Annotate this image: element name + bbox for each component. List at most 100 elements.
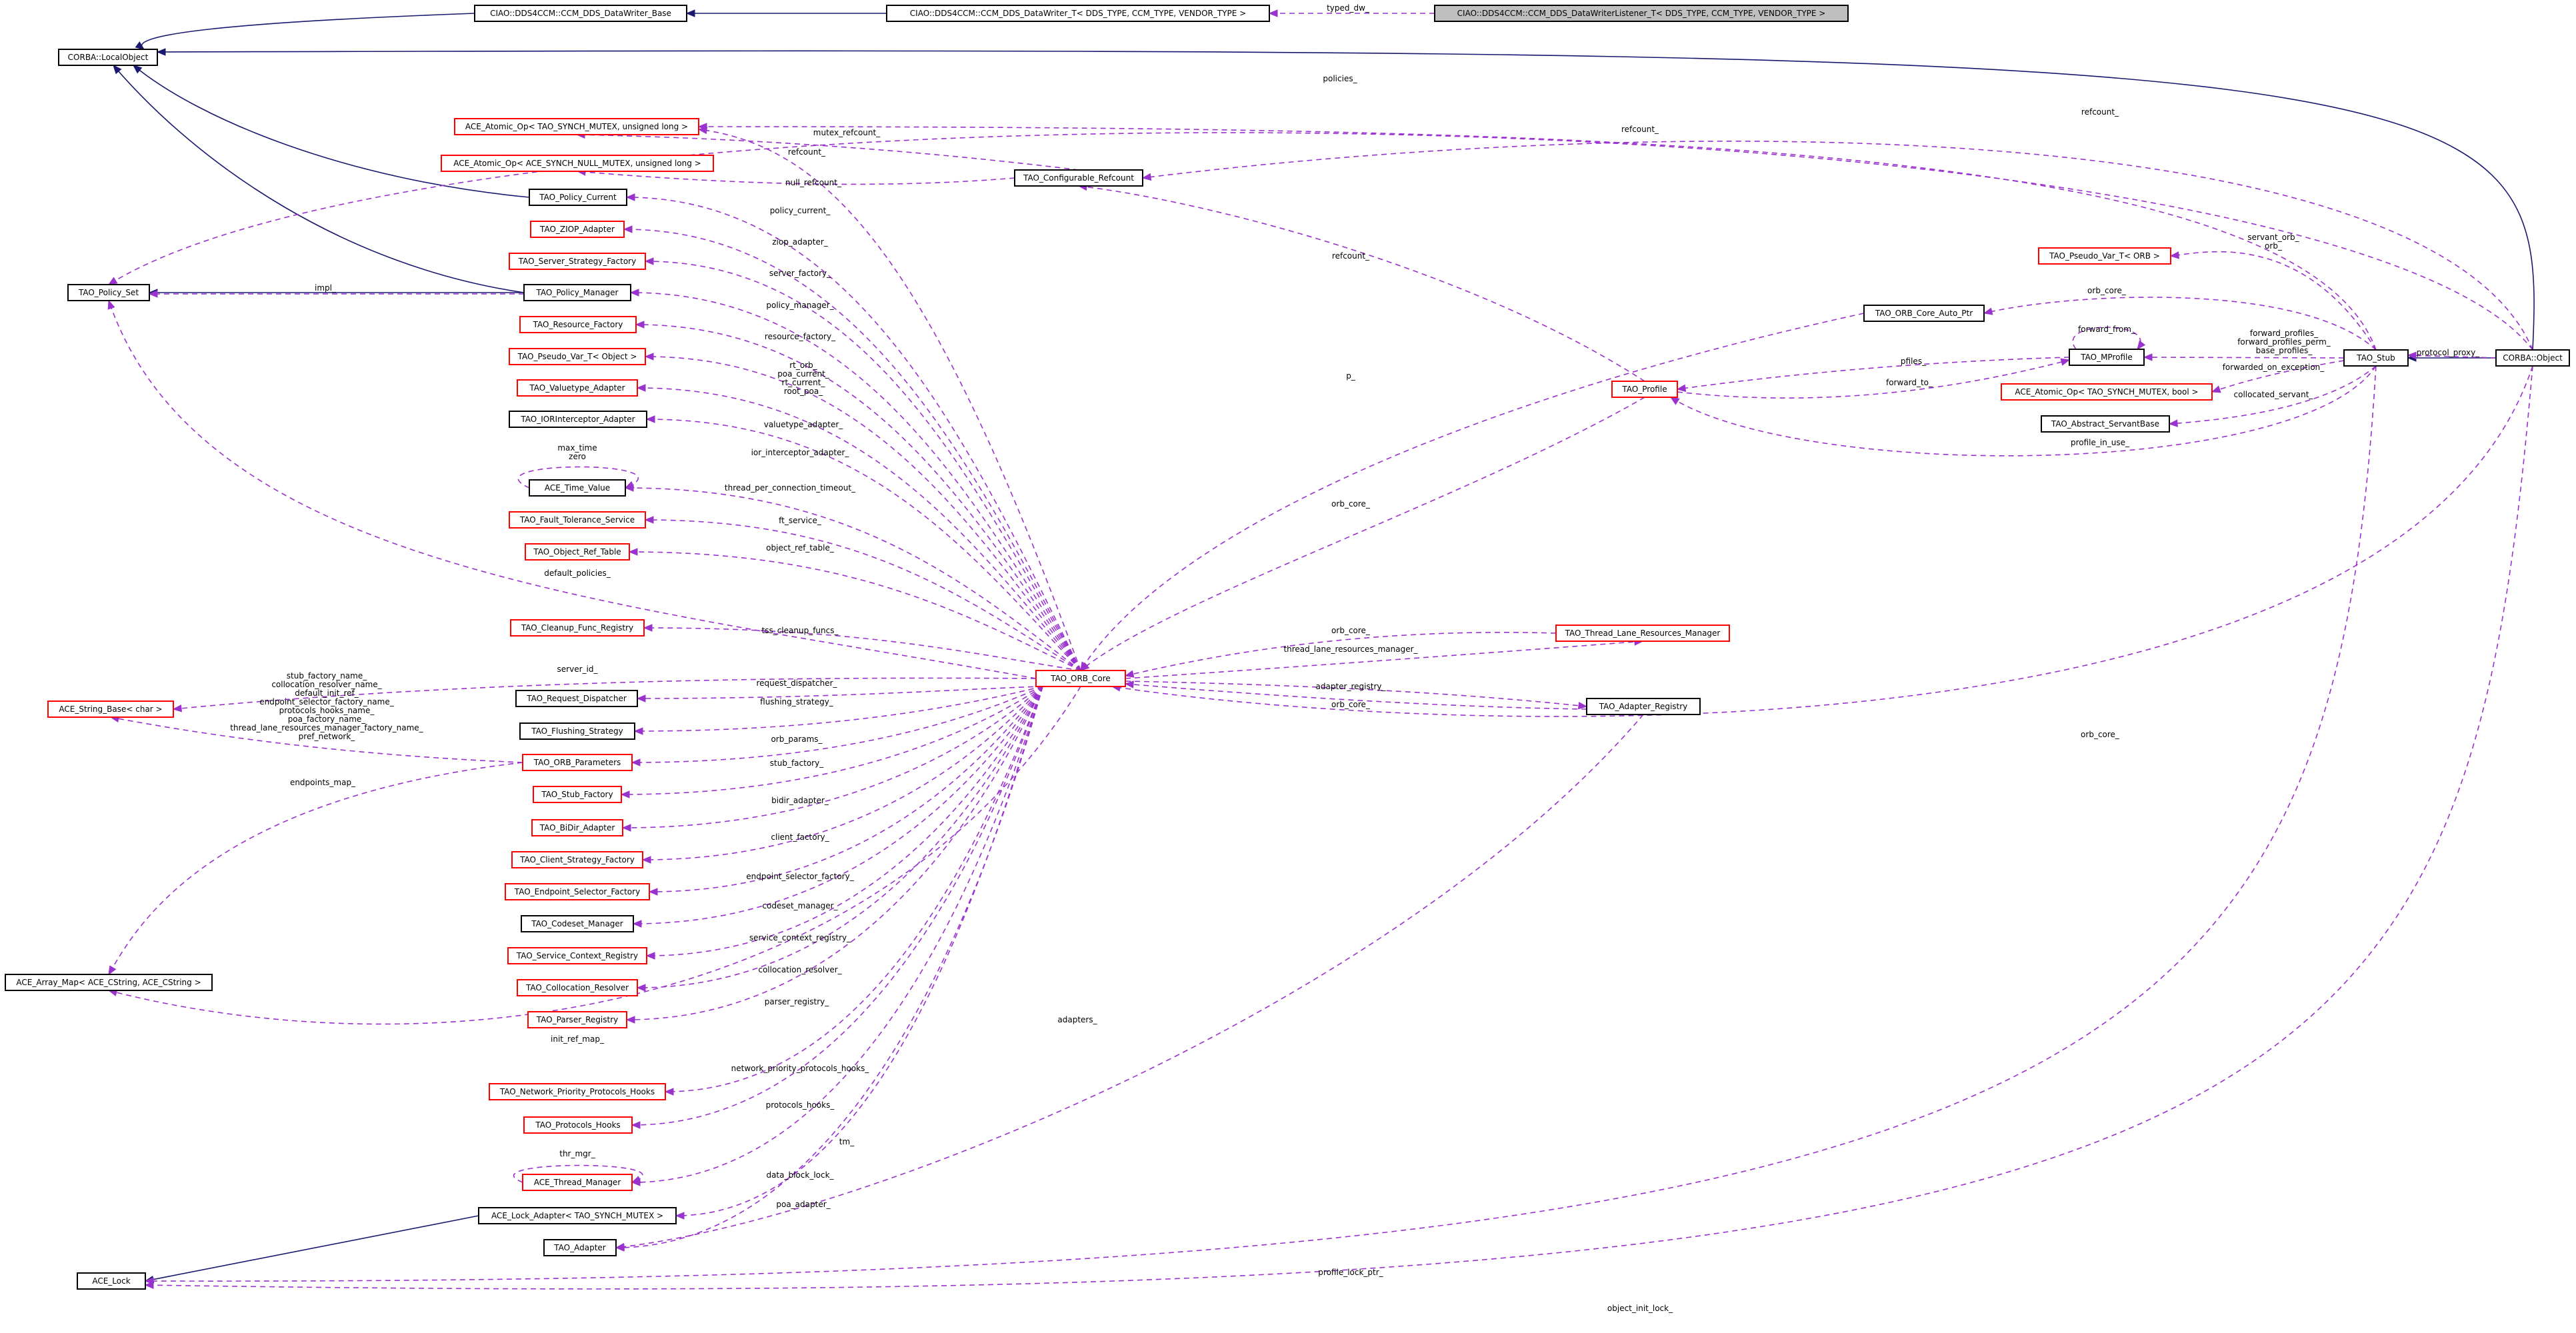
class-node-thread-lane-resources-manager[interactable]: TAO_Thread_Lane_Resources_Manager: [1555, 625, 1730, 642]
class-node-mprofile[interactable]: TAO_MProfile: [2069, 349, 2145, 366]
edge-label-policy-manager: policy_manager_: [766, 301, 834, 310]
class-node-fault-tolerance-service[interactable]: TAO_Fault_Tolerance_Service: [509, 511, 646, 529]
class-name: ACE_Array_Map< ACE_CString, ACE_CString …: [16, 978, 201, 987]
class-node-object-ref-table[interactable]: TAO_Object_Ref_Table: [525, 543, 630, 561]
edge-label-policy-current: policy_current_: [770, 206, 831, 215]
edge-label-resource-factory: resource_factory_: [765, 332, 836, 341]
edge-label-server-id: server_id_: [557, 665, 599, 674]
edge-label-rt-orb-group-3: root_poa_: [784, 387, 823, 396]
class-node-valuetype-adapter[interactable]: TAO_Valuetype_Adapter: [517, 379, 638, 397]
class-node-tao-adapter[interactable]: TAO_Adapter: [543, 1239, 617, 1256]
class-name: TAO_Profile: [1621, 385, 1667, 394]
class-node-abstract-servant-base[interactable]: TAO_Abstract_ServantBase: [2041, 415, 2170, 433]
class-node-codeset-manager[interactable]: TAO_Codeset_Manager: [521, 915, 634, 932]
edge-label-typed-dw: typed_dw_: [1327, 3, 1370, 13]
class-node-request-dispatcher[interactable]: TAO_Request_Dispatcher: [515, 690, 638, 707]
class-node-orb-core[interactable]: TAO_ORB_Core: [1035, 670, 1126, 687]
class-node-parser-registry[interactable]: TAO_Parser_Registry: [527, 1011, 627, 1028]
edge-label-p: p_: [1346, 371, 1356, 381]
class-node-corba-object[interactable]: CORBA::Object: [2495, 349, 2570, 367]
class-node-configurable-refcount[interactable]: TAO_Configurable_Refcount: [1014, 169, 1143, 187]
class-name: TAO_BiDir_Adapter: [539, 823, 615, 832]
edge-orb-object_ref_table: [628, 548, 1081, 671]
class-node-string-base[interactable]: ACE_String_Base< char >: [47, 700, 174, 718]
class-node-orb-core-auto-ptr[interactable]: TAO_ORB_Core_Auto_Ptr: [1863, 305, 1985, 322]
class-node-ziop-adapter[interactable]: TAO_ZIOP_Adapter: [530, 221, 625, 238]
edge-orb-core-object: [1111, 365, 2533, 717]
edge-policy-current-local: [132, 65, 530, 198]
class-node-policy-set[interactable]: TAO_Policy_Set: [67, 284, 150, 301]
edge-label-string-names-group-5: poa_factory_name_: [288, 714, 367, 724]
edge-thr-mgr: [513, 1164, 643, 1184]
edge-label-refcount-top: refcount_: [2081, 107, 2119, 117]
class-name: TAO_Configurable_Refcount: [1023, 173, 1134, 183]
class-node-policy-manager[interactable]: TAO_Policy_Manager: [523, 284, 631, 301]
class-name: ACE_Thread_Manager: [534, 1178, 621, 1187]
edge-orb-cleanup_func_registry: [643, 624, 1081, 671]
edge-label-ft-service: ft_service_: [779, 516, 822, 525]
edge-label-string-names-group-3: endpoint_selector_factory_name_: [259, 697, 394, 706]
class-node-pseudo-var-orb[interactable]: TAO_Pseudo_Var_T< ORB >: [2038, 247, 2171, 265]
class-node-array-map[interactable]: ACE_Array_Map< ACE_CString, ACE_CString …: [5, 974, 213, 991]
class-name: TAO_Client_Strategy_Factory: [519, 855, 635, 864]
class-node-stub[interactable]: TAO_Stub: [2343, 349, 2409, 367]
edge-label-ior-interceptor-adapter: ior_interceptor_adapter_: [751, 448, 850, 457]
class-name: TAO_ZIOP_Adapter: [539, 225, 615, 234]
edge-orb-stub_factory: [620, 686, 1043, 798]
class-node-endpoint-selector-factory[interactable]: TAO_Endpoint_Selector_Factory: [505, 883, 650, 900]
class-node-lock-adapter[interactable]: ACE_Lock_Adapter< TAO_SYNCH_MUTEX >: [478, 1207, 677, 1224]
class-node-cleanup-func-registry[interactable]: TAO_Cleanup_Func_Registry: [510, 619, 645, 637]
class-node-writer-base[interactable]: CIAO::DDS4CCM::CCM_DDS_DataWriter_Base: [474, 5, 687, 22]
class-node-network-priority-protocols-hooks[interactable]: TAO_Network_Priority_Protocols_Hooks: [489, 1083, 666, 1100]
class-name: TAO_Stub_Factory: [541, 790, 613, 799]
class-node-atomic-ulong[interactable]: ACE_Atomic_Op< TAO_SYNCH_MUTEX, unsigned…: [454, 118, 699, 135]
class-name: ACE_Atomic_Op< ACE_SYNCH_NULL_MUTEX, uns…: [453, 159, 701, 168]
class-node-ace-lock[interactable]: ACE_Lock: [77, 1272, 146, 1290]
class-name: ACE_Atomic_Op< TAO_SYNCH_MUTEX, unsigned…: [465, 122, 688, 131]
edge-max-time: [517, 466, 639, 489]
edge-default-policies: [107, 299, 1037, 679]
class-node-local-object[interactable]: CORBA::LocalObject: [58, 49, 158, 66]
class-node-policy-current[interactable]: TAO_Policy_Current: [529, 189, 627, 206]
edge-adapters: [615, 714, 1644, 1251]
class-node-protocols-hooks[interactable]: TAO_Protocols_Hooks: [523, 1116, 633, 1134]
class-node-writer-t[interactable]: CIAO::DDS4CCM::CCM_DDS_DataWriter_T< DDS…: [886, 5, 1270, 22]
class-name: CIAO::DDS4CCM::CCM_DDS_DataWriter_T< DDS…: [910, 9, 1246, 18]
class-name: TAO_MProfile: [2080, 353, 2133, 362]
class-node-pseudo-var-object[interactable]: TAO_Pseudo_Var_T< Object >: [509, 348, 646, 365]
class-node-flushing-strategy[interactable]: TAO_Flushing_Strategy: [519, 722, 635, 740]
class-node-collocation-resolver[interactable]: TAO_Collocation_Resolver: [517, 979, 638, 996]
edge-label-refcount-right: refcount_: [1621, 125, 1659, 134]
class-node-listener-t[interactable]: CIAO::DDS4CCM::CCM_DDS_DataWriterListene…: [1434, 5, 1849, 22]
class-name: TAO_Service_Context_Registry: [516, 951, 638, 960]
class-name: CORBA::Object: [2503, 353, 2563, 363]
class-node-client-strategy-factory[interactable]: TAO_Client_Strategy_Factory: [511, 851, 643, 868]
class-node-server-strategy-factory[interactable]: TAO_Server_Strategy_Factory: [509, 253, 646, 270]
edge-label-data-block-lock: data_block_lock_: [766, 1170, 834, 1180]
class-name: TAO_Cleanup_Func_Registry: [521, 623, 633, 633]
edge-orb-protocols_hooks: [631, 686, 1043, 1129]
edge-label-protocols-hooks: protocols_hooks_: [766, 1100, 835, 1110]
edge-policies: [107, 132, 2533, 351]
edge-label-null-refcount: null_refcount_: [785, 178, 842, 187]
edge-protocol-proxy: [2407, 351, 2497, 360]
edge-label-string-names-group-0: stub_factory_name_: [287, 671, 367, 680]
class-node-thread-manager[interactable]: ACE_Thread_Manager: [522, 1174, 633, 1191]
edge-label-valuetype-adapter: valuetype_adapter_: [764, 420, 844, 429]
edge-label-impl: impl_: [315, 283, 337, 293]
class-node-ior-interceptor-adapter[interactable]: TAO_IORInterceptor_Adapter: [509, 411, 647, 428]
class-name: TAO_Network_Priority_Protocols_Hooks: [499, 1087, 655, 1096]
class-node-time-value[interactable]: ACE_Time_Value: [529, 479, 626, 497]
class-node-adapter-registry[interactable]: TAO_Adapter_Registry: [1586, 698, 1701, 715]
class-node-service-context-registry[interactable]: TAO_Service_Context_Registry: [507, 947, 647, 964]
edge-orb-core-tlrm: [1124, 632, 1557, 678]
edge-orb-valuetype_adapter: [636, 384, 1081, 671]
class-node-bidir-adapter[interactable]: TAO_BiDir_Adapter: [531, 819, 623, 836]
class-node-atomic-bool[interactable]: ACE_Atomic_Op< TAO_SYNCH_MUTEX, bool >: [2001, 383, 2213, 401]
class-node-atomic-null[interactable]: ACE_Atomic_Op< ACE_SYNCH_NULL_MUTEX, uns…: [441, 155, 714, 172]
class-node-resource-factory[interactable]: TAO_Resource_Factory: [519, 316, 637, 333]
class-node-orb-parameters[interactable]: TAO_ORB_Parameters: [522, 754, 633, 771]
class-node-stub-factory[interactable]: TAO_Stub_Factory: [533, 786, 622, 803]
class-node-profile[interactable]: TAO_Profile: [1611, 381, 1678, 398]
edge-label-string-names-group-1: collocation_resolver_name_: [271, 680, 382, 689]
